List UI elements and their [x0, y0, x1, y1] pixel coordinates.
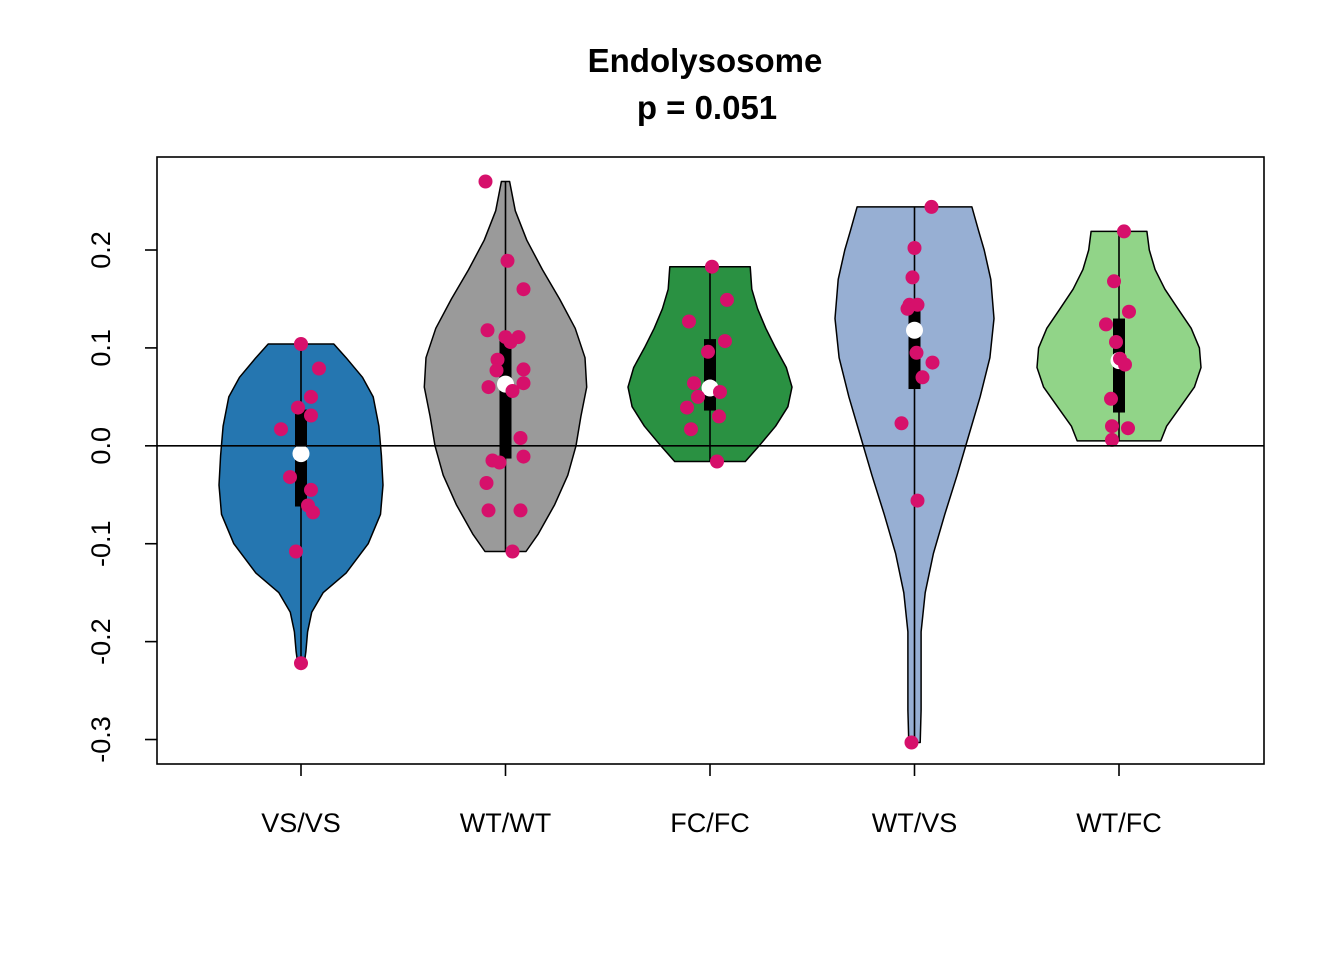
data-point [478, 174, 493, 189]
data-point [713, 385, 727, 399]
data-point [479, 476, 494, 490]
data-point [718, 334, 732, 349]
data-point [900, 301, 915, 316]
data-point [304, 389, 318, 404]
data-point [894, 416, 909, 431]
data-point [712, 409, 726, 424]
data-point [304, 482, 318, 497]
data-point [480, 323, 495, 338]
data-point [516, 376, 531, 391]
data-point [294, 656, 308, 671]
data-point [516, 449, 531, 464]
x-tick-label: WT/VS [872, 808, 958, 838]
data-point [1105, 432, 1119, 447]
group-points [680, 259, 734, 469]
data-point [691, 389, 705, 404]
chart-title: Endolysosome [588, 42, 823, 79]
data-point [304, 408, 318, 423]
data-point [1122, 304, 1136, 319]
data-point [909, 345, 924, 360]
data-point [705, 259, 719, 274]
data-point [905, 270, 920, 285]
data-point [684, 422, 698, 437]
violin-group [834, 206, 995, 744]
data-point [513, 503, 528, 518]
data-point [915, 370, 930, 385]
data-point [1105, 419, 1119, 434]
data-point [1104, 391, 1118, 406]
group-points [478, 174, 531, 559]
data-point [503, 335, 518, 349]
data-point [1109, 335, 1123, 349]
data-point [489, 363, 504, 378]
data-point [274, 422, 288, 437]
x-tick-label: WT/WT [460, 808, 551, 838]
data-point [283, 470, 297, 485]
data-point [481, 503, 496, 518]
data-point [505, 544, 520, 559]
data-point [294, 337, 308, 351]
data-point [289, 544, 303, 559]
y-tick-label: 0.2 [86, 231, 116, 269]
median-marker [292, 445, 310, 463]
data-point [481, 380, 496, 395]
median-marker [906, 321, 923, 339]
data-point [1107, 274, 1121, 289]
data-point [924, 199, 939, 214]
violin-group [627, 265, 793, 463]
x-tick-label: VS/VS [261, 808, 341, 838]
data-point [682, 314, 696, 329]
y-tick-label: -0.2 [86, 618, 116, 665]
axes: -0.3 -0.2 -0.1 0.0 0.1 0.2 VS/VS WT/WT FC/FC WT/V… [86, 156, 1265, 838]
data-point [492, 455, 507, 470]
data-point [1121, 421, 1135, 436]
data-point [710, 454, 724, 469]
data-point [505, 384, 520, 398]
y-tick-label: 0.1 [86, 329, 116, 367]
chart-subtitle: p = 0.051 [637, 89, 777, 126]
data-point [687, 376, 701, 391]
data-point [513, 431, 528, 445]
data-point [306, 505, 320, 520]
x-tick-label: WT/FC [1076, 808, 1161, 838]
data-point [904, 735, 919, 750]
data-point [680, 400, 694, 415]
data-point [925, 355, 940, 370]
data-point [291, 400, 305, 415]
data-point [1099, 317, 1113, 332]
data-point [490, 352, 505, 367]
violin-group [423, 180, 588, 553]
group-points [1099, 224, 1136, 447]
y-tick-label: 0.0 [86, 427, 116, 465]
data-point [1118, 357, 1132, 372]
group-points [274, 337, 326, 671]
violin-group [218, 343, 384, 664]
data-point [516, 282, 531, 297]
data-point [907, 241, 922, 255]
violin-groups [218, 174, 1202, 750]
y-tick-label: -0.3 [86, 716, 116, 763]
data-point [500, 253, 515, 268]
data-point [720, 292, 734, 307]
data-point [516, 362, 531, 377]
y-tick-label: -0.1 [86, 520, 116, 567]
data-point [312, 361, 326, 376]
x-tick-label: FC/FC [670, 808, 749, 838]
data-point [1117, 224, 1131, 239]
data-point [701, 344, 715, 359]
data-point [910, 493, 925, 508]
group-points [894, 199, 940, 750]
